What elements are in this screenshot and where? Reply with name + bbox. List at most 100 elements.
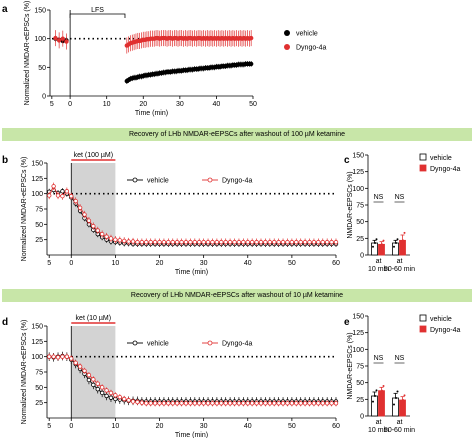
sig-label-c-0: NS xyxy=(374,194,384,201)
x-tick-label-d: 30 xyxy=(200,423,208,430)
bar-dot-e-0-0 xyxy=(372,400,374,403)
legend-marker-d-1 xyxy=(207,340,213,346)
y-tick-label-b: 150 xyxy=(31,161,43,168)
bar-c-0-0 xyxy=(371,242,378,256)
bar-dot-e-1-0 xyxy=(395,397,397,399)
lfs-bracket xyxy=(69,13,126,18)
category-label-e-1: at xyxy=(397,419,403,426)
data-point-a-1 xyxy=(56,38,62,43)
data-point-b-1 xyxy=(82,212,87,217)
bar-dot-e-0-1 xyxy=(381,389,383,392)
legend-label-e-0: vehicle xyxy=(430,316,452,323)
data-point-b-1 xyxy=(108,236,114,241)
x-tick-label-b: 40 xyxy=(244,260,252,267)
y-tick-label-a: 100 xyxy=(34,36,46,43)
data-point-d-1 xyxy=(333,401,339,406)
data-point-b-1 xyxy=(307,239,312,245)
bar-dot-e-0-0 xyxy=(375,389,378,392)
legend-marker-c-1 xyxy=(419,164,427,172)
data-point-d-1 xyxy=(108,390,114,396)
y-tick-label-e: 150 xyxy=(352,314,364,321)
bar-c-1-0 xyxy=(392,242,399,256)
panel-label-e: e xyxy=(344,317,350,328)
data-point-d-1 xyxy=(232,401,237,406)
panel-label-c: c xyxy=(344,155,350,166)
data-point-d-1 xyxy=(157,401,162,406)
data-point-d-1 xyxy=(91,377,96,382)
legend-label-a-1: Dyngo-4a xyxy=(296,45,326,52)
legend-marker-c-0 xyxy=(419,153,427,161)
bar-dot-e-0-1 xyxy=(379,394,381,397)
banner-b: Recovery of LHb NMDAR-eEPSCs after washo… xyxy=(2,128,472,141)
data-point-d-1 xyxy=(113,393,118,398)
legend-marker-d-0 xyxy=(132,340,138,346)
data-point-d-1 xyxy=(201,401,206,406)
legend-label-b-1: Dyngo-4a xyxy=(222,178,252,185)
data-point-d-1 xyxy=(267,401,273,406)
y-tick-label-e: 75 xyxy=(356,364,364,371)
y-tick-label-d: 125 xyxy=(31,339,43,346)
data-point-d-1 xyxy=(126,398,131,403)
data-point-b-1 xyxy=(126,239,131,244)
data-point-b-1 xyxy=(223,239,228,245)
x-tick-label-b: 20 xyxy=(156,260,164,267)
y-axis-label-e: NMDAR-eEPSCs (%) xyxy=(347,332,354,399)
data-point-d-0 xyxy=(91,382,96,388)
x-tick-label-d: 10 xyxy=(111,423,119,430)
data-point-b-1 xyxy=(258,239,264,245)
bar-e-1-1 xyxy=(399,399,406,417)
data-point-d-1 xyxy=(55,355,61,360)
bar-dot-c-0-1 xyxy=(379,247,381,250)
y-tick-label-d: 25 xyxy=(35,400,43,407)
data-point-b-1 xyxy=(232,239,237,245)
x-tick-label-a: 50 xyxy=(249,101,257,108)
data-point-b-1 xyxy=(174,239,180,245)
bar-dot-c-1-0 xyxy=(396,238,399,241)
sig-label-e-0: NS xyxy=(374,355,384,362)
data-point-b-1 xyxy=(285,239,290,245)
data-point-b-1 xyxy=(205,239,211,245)
data-point-b-1 xyxy=(64,189,70,194)
x-tick-label-d: 0 xyxy=(69,423,73,430)
data-point-b-1 xyxy=(139,239,145,245)
y-axis-label-c: NMDAR-eEPSCs (%) xyxy=(347,171,354,238)
data-point-d-1 xyxy=(192,401,198,406)
banner-d: Recovery of LHb NMDAR-eEPSCs after washo… xyxy=(2,289,472,302)
legend-marker-a-0 xyxy=(284,30,290,36)
data-point-a-1 xyxy=(60,36,66,41)
data-point-b-1 xyxy=(99,231,105,237)
data-point-b-1 xyxy=(152,239,158,245)
y-axis-label-b: Normalized NMDAR-eEPSCs (%) xyxy=(21,157,28,262)
y-axis-label-d: Normalized NMDAR-eEPSCs (%) xyxy=(21,320,28,425)
data-point-d-1 xyxy=(188,401,193,406)
data-point-b-1 xyxy=(329,239,334,245)
data-point-d-1 xyxy=(324,401,330,406)
data-point-d-1 xyxy=(174,401,180,406)
data-point-b-1 xyxy=(324,239,330,245)
bar-c-0-1 xyxy=(378,243,385,256)
data-point-b-1 xyxy=(130,239,136,244)
data-point-d-1 xyxy=(311,401,317,406)
ketamine-label-b: ket (100 µM) xyxy=(74,152,113,159)
data-point-b-1 xyxy=(144,239,149,245)
y-tick-label-e: 0 xyxy=(360,414,364,421)
data-point-b-1 xyxy=(249,239,255,245)
y-tick-label-a: 0 xyxy=(42,94,46,101)
data-point-b-1 xyxy=(276,239,281,245)
legend-label-b-0: vehicle xyxy=(147,178,169,185)
bar-e-0-1 xyxy=(378,390,385,417)
data-point-b-1 xyxy=(77,205,83,210)
legend-label-d-0: vehicle xyxy=(147,341,169,348)
x-tick-label-a: 40 xyxy=(213,101,221,108)
data-point-b-1 xyxy=(166,239,171,245)
bar-dot-e-1-1 xyxy=(400,403,402,406)
data-point-d-1 xyxy=(117,394,123,400)
y-tick-label-b: 100 xyxy=(31,191,43,198)
data-point-b-1 xyxy=(280,239,286,245)
y-tick-label-a: 50 xyxy=(38,65,46,72)
data-point-b-1 xyxy=(104,234,109,239)
x-tick-label-d: 50 xyxy=(288,423,296,430)
data-point-d-1 xyxy=(307,401,312,406)
data-point-d-1 xyxy=(86,372,92,378)
data-point-d-1 xyxy=(69,356,74,361)
